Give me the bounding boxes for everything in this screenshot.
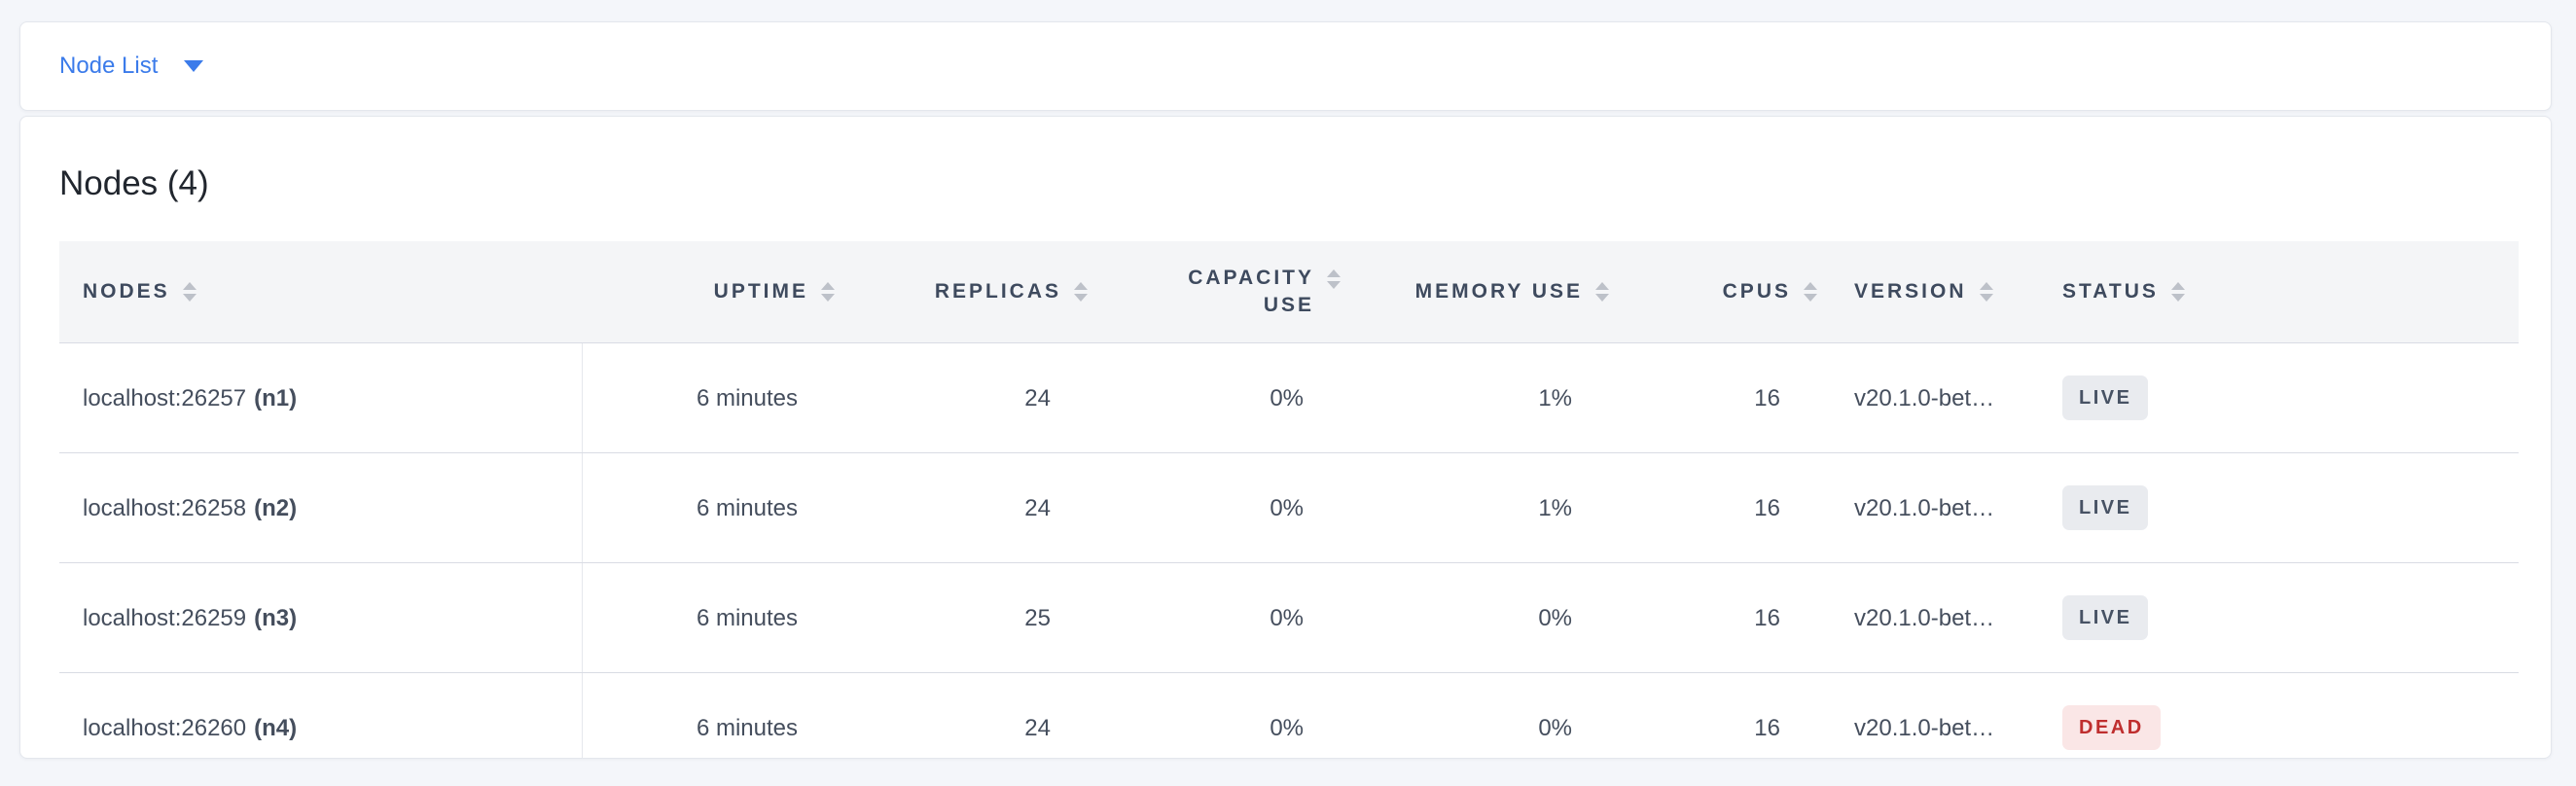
memory-use-cell: 1%	[1341, 452, 1609, 564]
table-header-row: NODES UPTIME REPLICAS CAPACITY USE MEMOR…	[59, 240, 2519, 344]
node-id: (n1)	[254, 384, 298, 411]
capacity-use-cell: 0%	[1088, 342, 1341, 454]
node-id: (n3)	[254, 604, 298, 631]
column-header-nodes[interactable]: NODES	[59, 240, 582, 344]
capacity-use-cell: 0%	[1088, 672, 1341, 758]
node-list-dropdown[interactable]: Node List	[59, 51, 204, 81]
status-cell: LIVE	[2025, 562, 2519, 674]
node-address-cell: localhost:26258 (n2)	[59, 452, 583, 564]
sort-arrows-icon[interactable]	[182, 281, 197, 302]
node-id: (n2)	[254, 494, 298, 521]
status-cell: LIVE	[2025, 342, 2519, 454]
capacity-use-cell: 0%	[1088, 452, 1341, 564]
capacity-use-cell: 0%	[1088, 562, 1341, 674]
uptime-cell: 6 minutes	[582, 342, 835, 454]
table-row: localhost:26259 (n3) 6 minutes 25 0% 0% 1…	[59, 562, 2519, 674]
status-cell: LIVE	[2025, 452, 2519, 564]
cpus-cell: 16	[1609, 452, 1817, 564]
status-badge: LIVE	[2062, 485, 2149, 531]
replicas-cell: 24	[835, 342, 1088, 454]
column-header-status[interactable]: STATUS	[2025, 240, 2519, 344]
memory-use-cell: 1%	[1341, 342, 1609, 454]
sort-arrows-icon[interactable]	[1074, 281, 1088, 302]
cpus-cell: 16	[1609, 562, 1817, 674]
column-header-capacity-use[interactable]: CAPACITY USE	[1088, 240, 1341, 344]
nodes-card: Nodes (4) NODES UPTIME REPLICAS	[19, 116, 2552, 759]
sort-arrows-icon[interactable]	[1979, 281, 1993, 302]
cpus-cell: 16	[1609, 342, 1817, 454]
page-title: Nodes (4)	[59, 164, 209, 202]
table-row: localhost:26258 (n2) 6 minutes 24 0% 1% 1…	[59, 452, 2519, 564]
column-header-uptime[interactable]: UPTIME	[582, 240, 835, 344]
cpus-cell: 16	[1609, 672, 1817, 758]
column-header-replicas[interactable]: REPLICAS	[835, 240, 1088, 344]
uptime-cell: 6 minutes	[582, 562, 835, 674]
replicas-cell: 24	[835, 452, 1088, 564]
version-cell: v20.1.0-bet…	[1817, 452, 2025, 564]
status-badge: DEAD	[2062, 705, 2161, 751]
view-selector-bar: Node List	[19, 21, 2552, 111]
node-address-cell: localhost:26257 (n1)	[59, 342, 583, 454]
status-badge: LIVE	[2062, 595, 2149, 641]
sort-arrows-icon[interactable]	[1804, 281, 1817, 302]
version-cell: v20.1.0-bet…	[1817, 672, 2025, 758]
uptime-cell: 6 minutes	[582, 672, 835, 758]
memory-use-cell: 0%	[1341, 672, 1609, 758]
node-address-cell: localhost:26260 (n4)	[59, 672, 583, 758]
chevron-down-icon	[184, 60, 204, 72]
status-cell: DEAD	[2025, 672, 2519, 758]
node-address-cell: localhost:26259 (n3)	[59, 562, 583, 674]
memory-use-cell: 0%	[1341, 562, 1609, 674]
sort-arrows-icon[interactable]	[1327, 268, 1341, 289]
version-cell: v20.1.0-bet…	[1817, 342, 2025, 454]
status-badge: LIVE	[2062, 375, 2149, 421]
node-id: (n4)	[254, 714, 298, 741]
replicas-cell: 25	[835, 562, 1088, 674]
uptime-cell: 6 minutes	[582, 452, 835, 564]
node-list-dropdown-label: Node List	[59, 53, 159, 80]
table-row: localhost:26257 (n1) 6 minutes 24 0% 1% 1…	[59, 342, 2519, 454]
sort-arrows-icon[interactable]	[1595, 281, 1609, 302]
sort-arrows-icon[interactable]	[2170, 281, 2185, 302]
column-header-memory-use[interactable]: MEMORY USE	[1341, 240, 1609, 344]
sort-arrows-icon[interactable]	[821, 281, 835, 302]
nodes-table: NODES UPTIME REPLICAS CAPACITY USE MEMOR…	[59, 240, 2519, 758]
version-cell: v20.1.0-bet…	[1817, 562, 2025, 674]
column-header-cpus[interactable]: CPUS	[1609, 240, 1817, 344]
column-header-version[interactable]: VERSION	[1817, 240, 2025, 344]
replicas-cell: 24	[835, 672, 1088, 758]
table-row: localhost:26260 (n4) 6 minutes 24 0% 0% 1…	[59, 672, 2519, 758]
